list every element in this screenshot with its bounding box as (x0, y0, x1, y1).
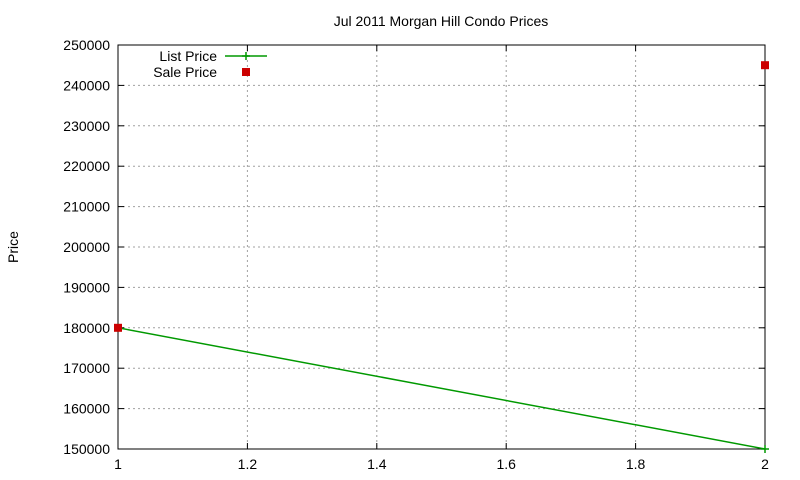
y-tick-label: 250000 (63, 37, 110, 53)
y-tick-label: 200000 (63, 239, 110, 255)
legend-line-marker (242, 52, 250, 60)
y-tick-label: 170000 (63, 360, 110, 376)
ticks: 1 1.2 1.4 1.6 1.8 2 150000 160000 170000 180000 19… (63, 37, 769, 472)
list-price-point (761, 445, 769, 453)
legend-label: List Price (159, 48, 217, 64)
legend-point-swatch (242, 68, 250, 76)
y-tick-label: 150000 (63, 441, 110, 457)
y-tick-label: 190000 (63, 279, 110, 295)
y-tick-label: 160000 (63, 401, 110, 417)
y-tick-label: 210000 (63, 199, 110, 215)
list-price-line (117, 327, 766, 450)
x-tick-label: 1.2 (238, 456, 258, 472)
grid (118, 45, 765, 449)
x-tick-label: 1.4 (367, 456, 387, 472)
y-tick-label: 180000 (63, 320, 110, 336)
sale-price-point (761, 61, 769, 70)
legend-label: Sale Price (153, 64, 217, 80)
y-tick-label: 240000 (63, 77, 110, 93)
x-tick-label: 1.8 (626, 456, 646, 472)
y-axis-label: Price (5, 231, 21, 263)
y-tick-label: 230000 (63, 118, 110, 134)
x-tick-label: 1 (114, 456, 122, 472)
chart-title: Jul 2011 Morgan Hill Condo Prices (334, 13, 549, 29)
x-tick-label: 1.6 (496, 456, 516, 472)
series (114, 61, 769, 453)
plot-frame (117, 44, 766, 450)
sale-price-point (114, 323, 122, 332)
x-tick-label: 2 (761, 456, 769, 472)
y-tick-label: 220000 (63, 158, 110, 174)
